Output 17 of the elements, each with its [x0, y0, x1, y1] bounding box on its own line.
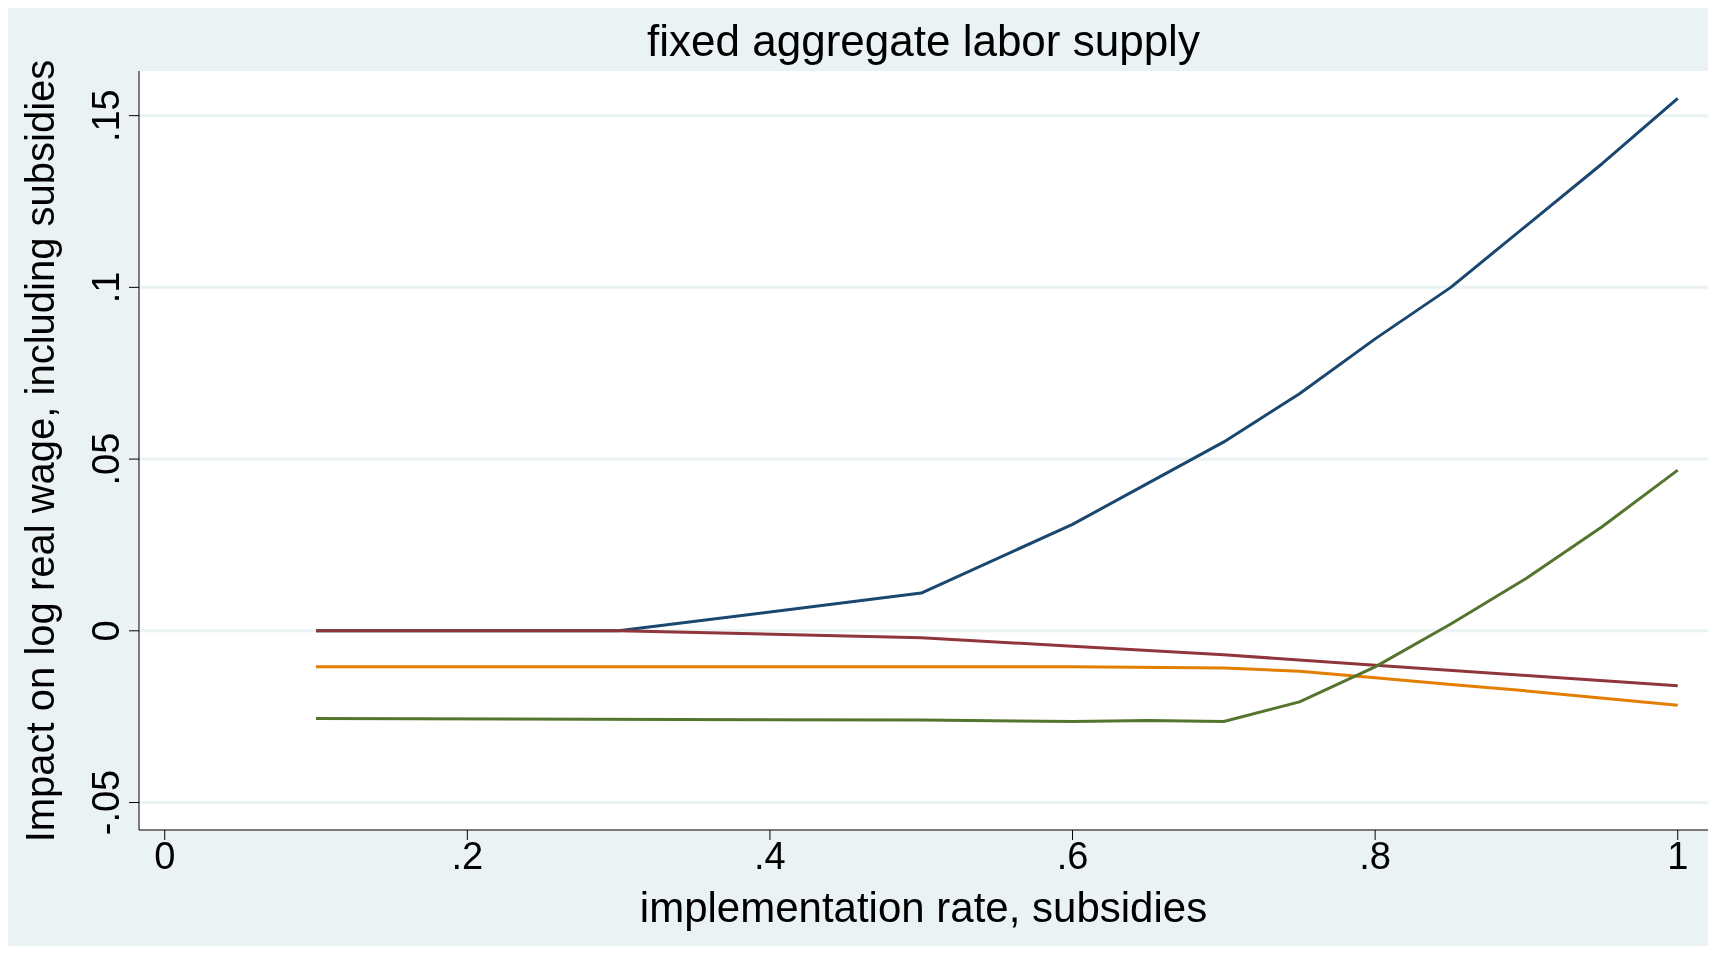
y-tick-label: .1: [85, 271, 127, 304]
line-series: [314, 665, 1680, 707]
x-axis-title: implementation rate, subsidies: [638, 884, 1209, 932]
x-tick-label: .6: [1056, 834, 1089, 877]
y-axis-title: Impact on log real wage, including subsidies: [17, 59, 63, 842]
line-series: [314, 468, 1680, 723]
chart-title: fixed aggregate labor supply: [646, 16, 1201, 66]
y-tick-label: .15: [85, 89, 127, 143]
x-tick-label: 0: [154, 834, 176, 877]
x-tick-label: .8: [1359, 834, 1391, 877]
x-tick-label: 1: [1667, 834, 1689, 877]
line-series: [314, 629, 1680, 688]
x-tick-label: .4: [754, 834, 786, 877]
y-tick-label: -.05: [85, 769, 127, 836]
x-tick-label: .2: [451, 834, 484, 877]
y-tick-label: 0: [85, 620, 127, 642]
y-tick-label: .05: [85, 432, 127, 486]
